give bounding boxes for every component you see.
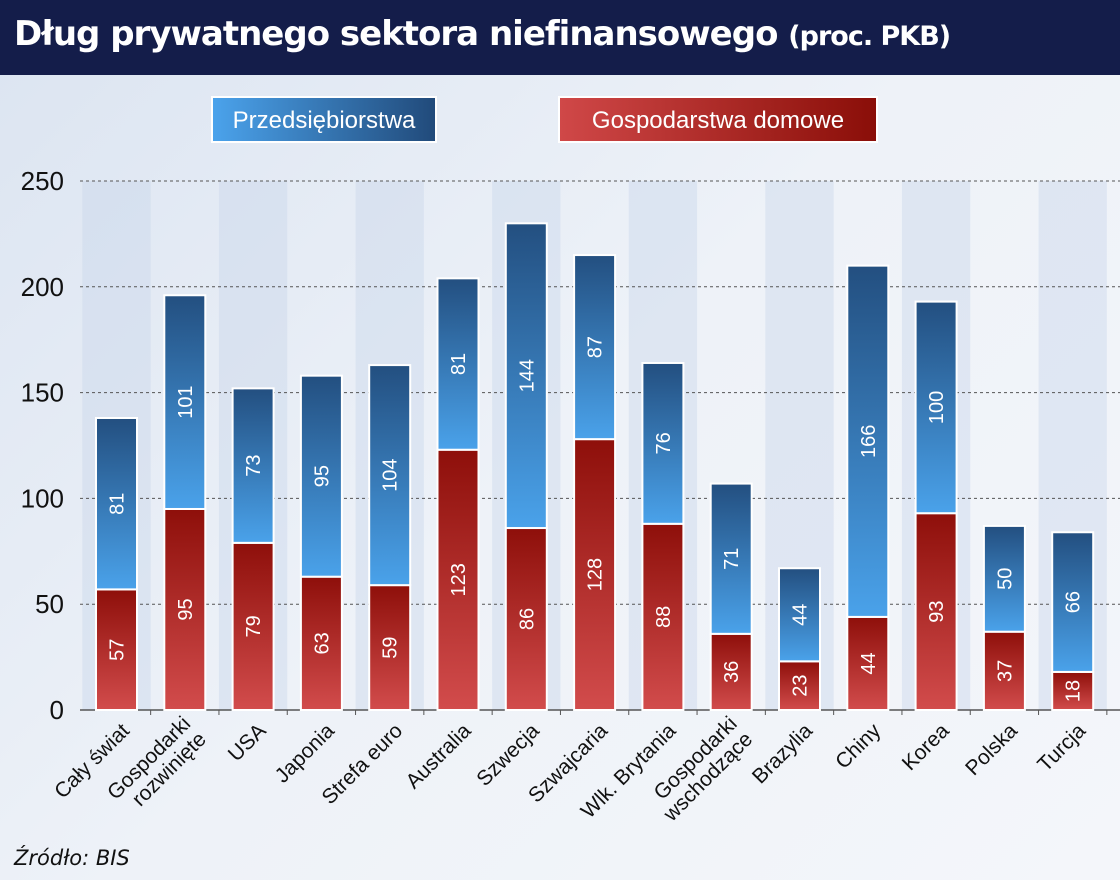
x-tick-label: Japonia — [271, 719, 340, 788]
bar-gospodarstwa-domowe — [95, 588, 138, 711]
x-tick-label: Australia — [401, 719, 475, 793]
data-label-gospodarstwa: 63 — [311, 632, 333, 654]
x-tick-label: USA — [224, 719, 271, 766]
data-label-gospodarstwa: 93 — [926, 600, 948, 622]
x-tick-label: Polska — [961, 719, 1022, 780]
data-label-przedsiebiorstwa: 104 — [380, 458, 402, 491]
legend-swatch — [211, 96, 437, 143]
bar-przedsiebiorstwa — [914, 300, 958, 515]
data-label-przedsiebiorstwa: 81 — [448, 353, 470, 375]
data-label-gospodarstwa: 79 — [243, 615, 265, 637]
bar-przedsiebiorstwa — [709, 482, 753, 635]
data-label-gospodarstwa: 59 — [380, 636, 402, 658]
bar-przedsiebiorstwa — [504, 222, 548, 530]
data-label-przedsiebiorstwa: 76 — [653, 432, 675, 454]
x-tick-label: Turcja — [1033, 719, 1090, 776]
bar-gospodarstwa-domowe — [436, 448, 480, 711]
bar-gospodarstwa-domowe — [504, 527, 548, 711]
y-tick-label: 50 — [35, 589, 64, 619]
data-label-gospodarstwa: 123 — [448, 563, 470, 596]
chart-title: Dług prywatnego sektora niefinansowego (… — [14, 14, 951, 54]
legend-label: Przedsiębiorstwa — [233, 107, 416, 134]
bar-przedsiebiorstwa — [231, 387, 275, 544]
bar-przedsiebiorstwa — [368, 364, 412, 587]
title-subtitle: (proc. PKB) — [788, 21, 951, 52]
data-label-przedsiebiorstwa: 71 — [721, 548, 743, 570]
bar-przedsiebiorstwa — [1051, 531, 1095, 673]
x-tick-label: Brazylia — [748, 719, 817, 788]
data-label-przedsiebiorstwa: 81 — [107, 493, 129, 515]
y-tick-label: 200 — [21, 272, 64, 302]
bar-gospodarstwa-domowe — [641, 522, 685, 711]
y-tick-label: 100 — [21, 483, 64, 513]
data-label-gospodarstwa: 36 — [721, 661, 743, 683]
data-label-przedsiebiorstwa: 50 — [994, 568, 1016, 590]
bar-przedsiebiorstwa — [846, 264, 890, 618]
data-label-przedsiebiorstwa: 66 — [1063, 591, 1085, 613]
title-bar: Dług prywatnego sektora niefinansowego (… — [0, 0, 1120, 75]
data-label-gospodarstwa: 95 — [175, 598, 197, 620]
y-tick-label: 150 — [21, 378, 64, 408]
bar-gospodarstwa-domowe — [778, 660, 821, 711]
bar-gospodarstwa-domowe — [299, 575, 343, 712]
data-label-przedsiebiorstwa: 166 — [858, 425, 880, 458]
data-label-gospodarstwa: 37 — [994, 660, 1016, 682]
data-label-gospodarstwa: 88 — [653, 606, 675, 628]
bar-gospodarstwa-domowe — [846, 615, 890, 711]
legend-item: Gospodarstwa domowe — [558, 96, 878, 143]
bar-gospodarstwa-domowe — [573, 438, 617, 711]
bar-gospodarstwa-domowe — [1051, 670, 1095, 711]
x-tick-label: Szwecja — [472, 719, 544, 791]
bar-przedsiebiorstwa — [163, 294, 207, 510]
data-label-gospodarstwa: 57 — [107, 639, 129, 661]
legend-item: Przedsiębiorstwa — [211, 96, 437, 143]
bar-przedsiebiorstwa — [436, 277, 480, 451]
y-tick-label: 0 — [50, 695, 64, 725]
bar-przedsiebiorstwa — [641, 361, 685, 525]
data-label-przedsiebiorstwa: 100 — [926, 391, 948, 424]
data-label-przedsiebiorstwa: 87 — [585, 336, 607, 358]
data-label-gospodarstwa: 18 — [1063, 680, 1085, 702]
data-label-gospodarstwa: 128 — [585, 558, 607, 591]
data-label-przedsiebiorstwa: 101 — [175, 385, 197, 418]
source-note: Źródło: BIS — [14, 846, 130, 870]
bar-przedsiebiorstwa — [778, 567, 821, 663]
bar-gospodarstwa-domowe — [368, 584, 412, 712]
data-label-gospodarstwa: 86 — [516, 608, 538, 630]
title-text: Dług prywatnego sektora niefinansowego — [14, 14, 778, 54]
bar-przedsiebiorstwa — [573, 254, 617, 441]
legend-label: Gospodarstwa domowe — [592, 107, 844, 134]
x-tick-label: Korea — [898, 719, 954, 775]
data-label-gospodarstwa: 44 — [858, 652, 880, 674]
data-label-przedsiebiorstwa: 144 — [516, 359, 538, 392]
bar-gospodarstwa-domowe — [982, 630, 1026, 712]
data-label-przedsiebiorstwa: 44 — [790, 604, 812, 626]
y-tick-label: 250 — [21, 166, 64, 196]
bar-przedsiebiorstwa — [95, 416, 138, 591]
legend-swatch — [558, 96, 878, 143]
bar-przedsiebiorstwa — [982, 524, 1026, 633]
data-label-gospodarstwa: 23 — [790, 675, 812, 697]
bar-przedsiebiorstwa — [299, 374, 343, 578]
data-label-przedsiebiorstwa: 95 — [311, 465, 333, 487]
x-tick-label: Chiny — [831, 719, 886, 774]
bar-gospodarstwa-domowe — [231, 541, 275, 711]
data-label-przedsiebiorstwa: 73 — [243, 454, 265, 476]
